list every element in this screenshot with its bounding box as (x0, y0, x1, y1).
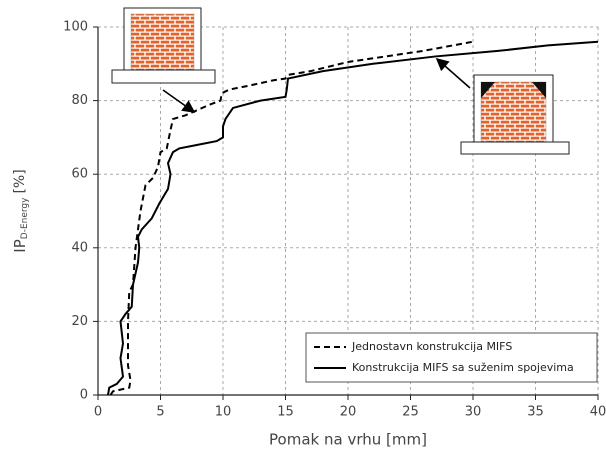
y-tick-label: 80 (71, 93, 88, 108)
x-tick-label: 30 (465, 405, 482, 420)
x-tick-label: 20 (340, 405, 357, 420)
x-axis-label: Pomak na vrhu [mm] (269, 431, 427, 449)
y-tick-label: 40 (71, 240, 88, 255)
x-tick-label: 25 (402, 405, 419, 420)
y-label-unit: [%] (12, 169, 28, 193)
y-tick-label: 60 (71, 167, 88, 182)
illustration-gapped (435, 57, 570, 155)
x-tick-label: 5 (156, 405, 164, 420)
x-tick-label: 15 (277, 405, 294, 420)
x-tick-label: 0 (94, 405, 102, 420)
legend-label: Konstrukcija MIFS sa suženim spojevima (352, 361, 574, 374)
y-label-main: IP (11, 239, 29, 252)
legend-box (305, 332, 598, 383)
y-tick-label: 20 (71, 314, 88, 329)
x-tick-label: 10 (215, 405, 232, 420)
x-tick-label: 35 (527, 405, 544, 420)
y-tick-label: 0 (80, 388, 88, 403)
series-line (107, 40, 599, 396)
illustration-rigid (111, 7, 216, 113)
y-tick-label: 100 (63, 20, 88, 35)
y-axis-label: IPD-Energy [%] (11, 169, 30, 252)
legend-label: Jednostavn konstrukcija MIFS (351, 340, 512, 353)
series-line (109, 40, 474, 396)
x-tick-label: 40 (590, 405, 606, 420)
y-label-sub: D-Energy (20, 197, 30, 239)
